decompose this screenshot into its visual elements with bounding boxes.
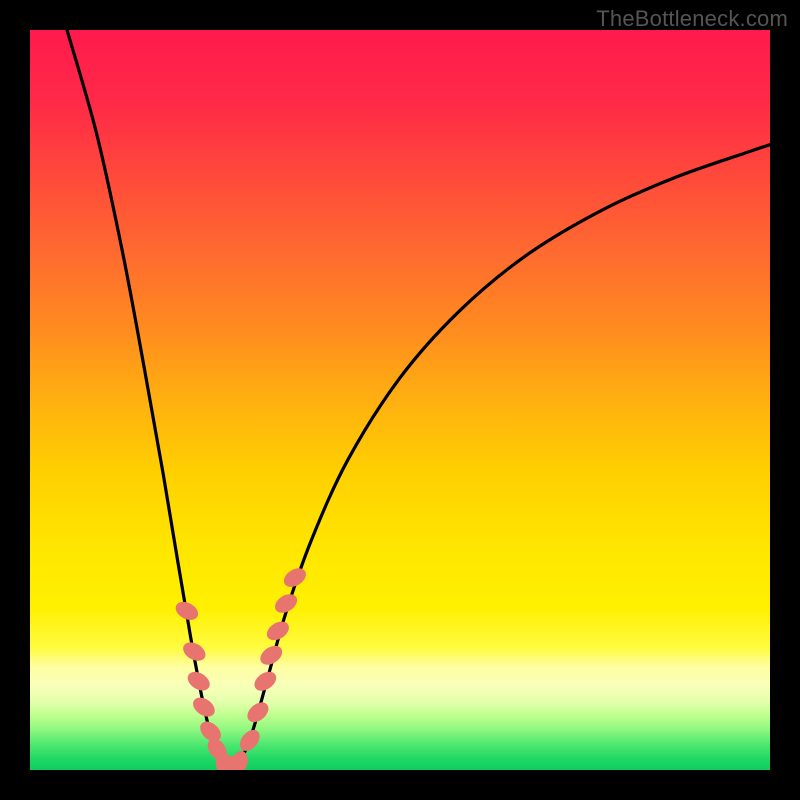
bottleneck-curve-path	[67, 30, 770, 769]
chart-stage: TheBottleneck.com	[0, 0, 800, 800]
data-point-marker	[189, 694, 218, 721]
watermark-text: TheBottleneck.com	[596, 6, 788, 32]
data-point-marker	[236, 726, 264, 755]
plot-area	[30, 30, 770, 770]
data-point-marker	[184, 668, 213, 694]
data-point-marker	[244, 698, 273, 726]
bottleneck-curve-svg	[30, 30, 770, 770]
